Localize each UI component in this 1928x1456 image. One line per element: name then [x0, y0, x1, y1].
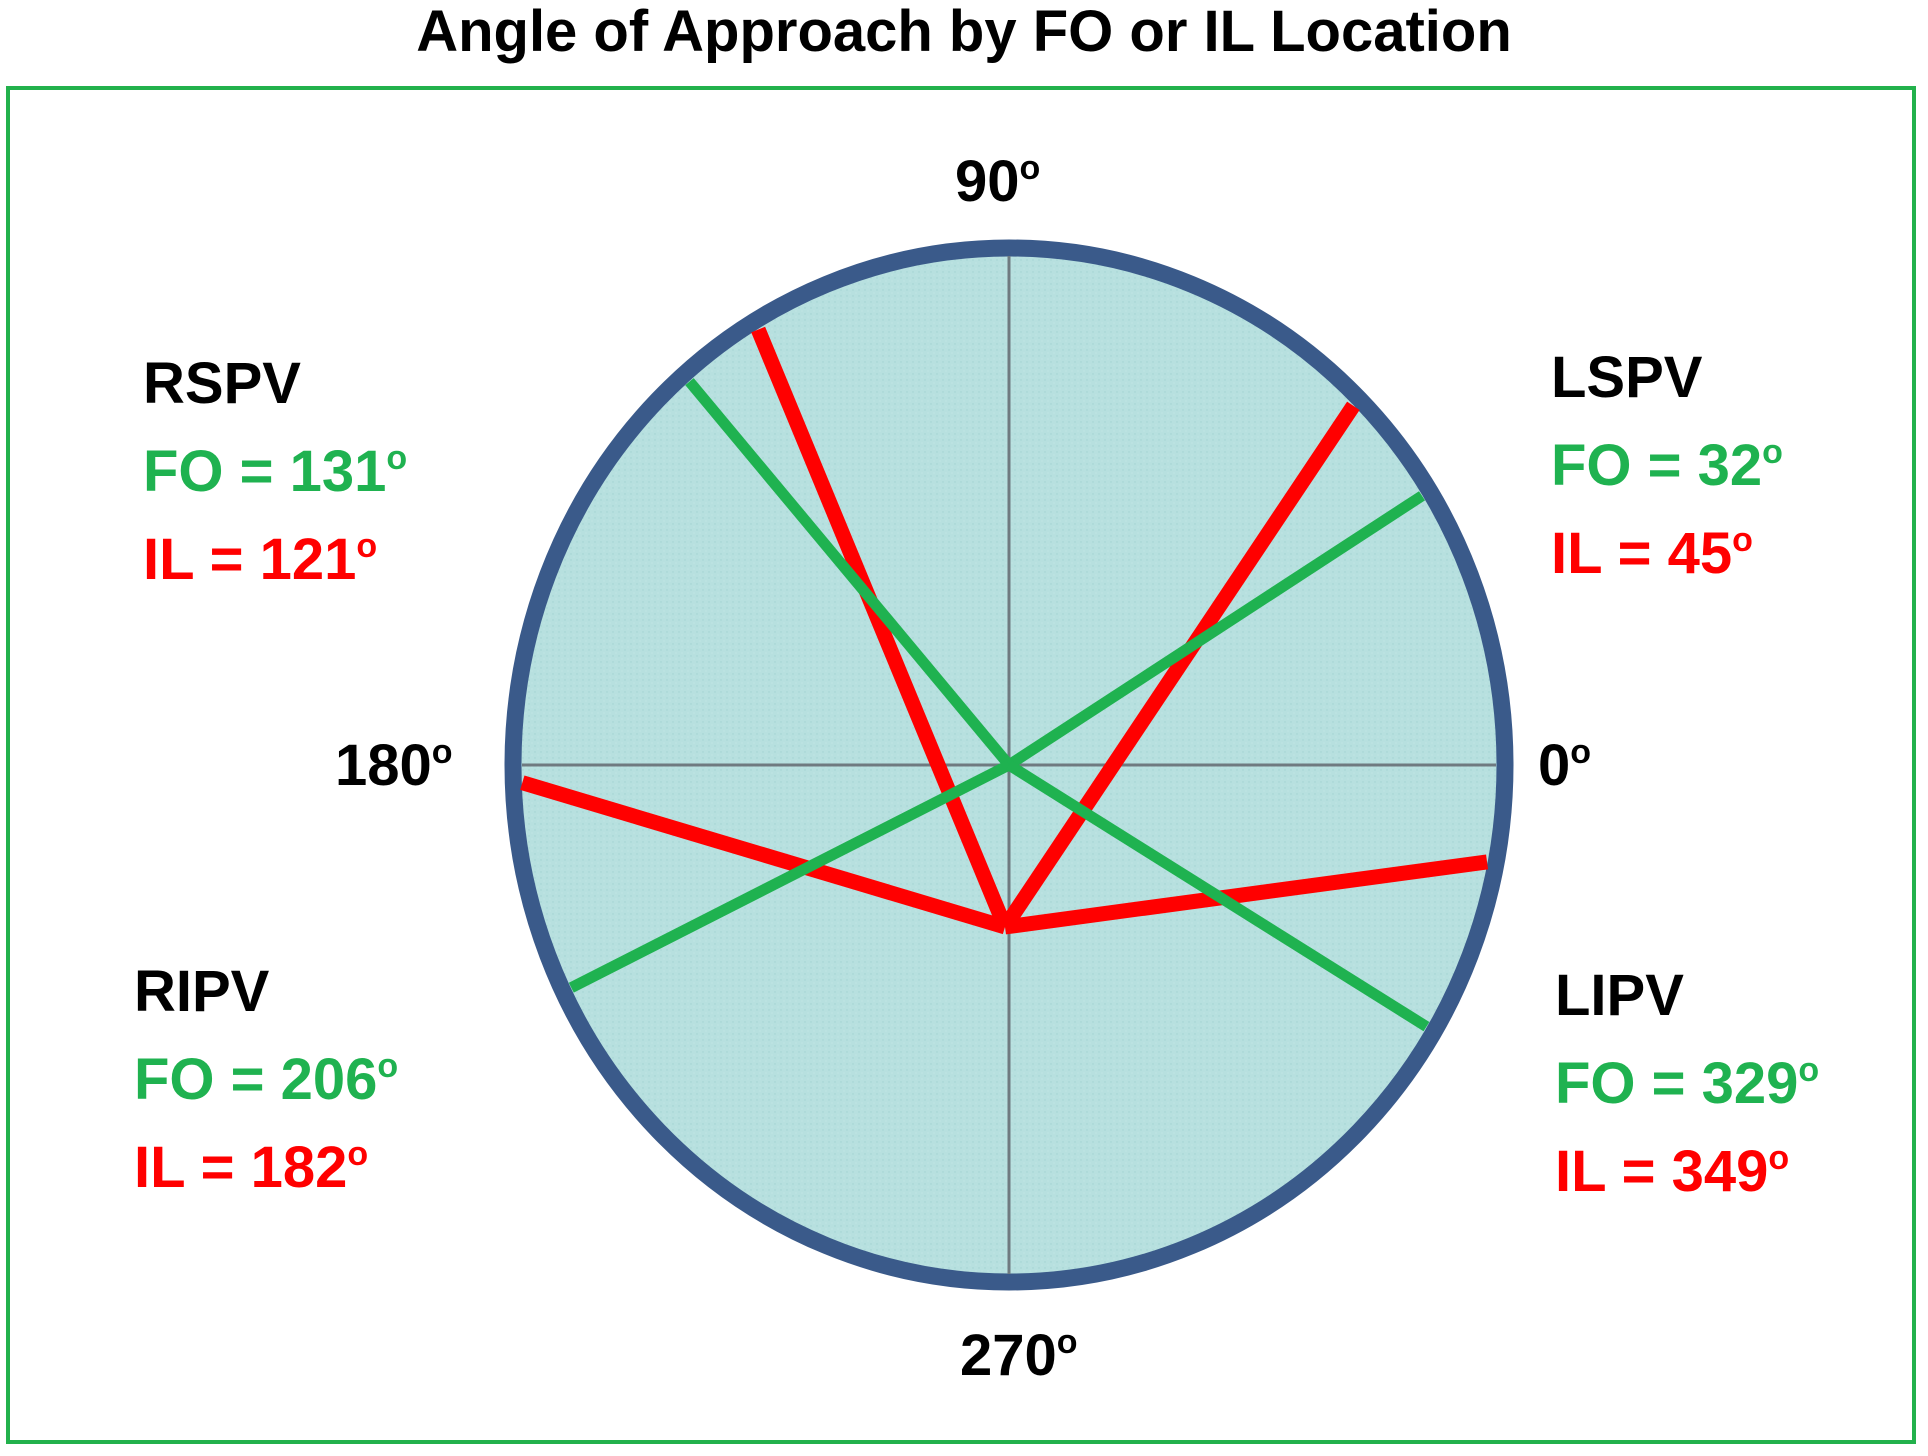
fo-angle-ripv: FO = 206o [134, 1047, 399, 1112]
vein-name-lspv: LSPV [1551, 345, 1703, 410]
fo-angle-lspv: FO = 32o [1551, 433, 1783, 498]
fo-line-lspv [1005, 491, 1426, 770]
vein-name-ripv: RIPV [134, 959, 270, 1024]
il-lines [520, 326, 1489, 935]
il-line-ripv [520, 775, 1008, 935]
fo-angle-lipv: FO = 329o [1555, 1051, 1820, 1116]
fo-line-ripv [568, 760, 1012, 993]
fo-lines [568, 378, 1430, 1032]
fo-line-rspv [685, 378, 1014, 769]
label-90-degrees: 90o [955, 149, 1041, 214]
label-270-degrees: 270o [960, 1323, 1078, 1388]
diagram-frame [6, 86, 1916, 1444]
label-0-degrees: 0o [1538, 733, 1592, 798]
il-angle-rspv: IL = 121o [143, 527, 378, 592]
il-angle-lipv: IL = 349o [1555, 1139, 1790, 1204]
vein-name-rspv: RSPV [143, 351, 301, 416]
diagram-title: Angle of Approach by FO or IL Location [416, 0, 1512, 64]
label-180-degrees: 180o [335, 733, 453, 798]
il-angle-lspv: IL = 45o [1551, 521, 1753, 586]
fo-angle-rspv: FO = 131o [143, 439, 408, 504]
il-line-lipv [1003, 854, 1489, 935]
il-line-lspv [998, 401, 1360, 932]
il-line-rspv [751, 326, 1012, 930]
vein-name-lipv: LIPV [1555, 963, 1684, 1028]
fo-line-lipv [1006, 760, 1430, 1032]
il-angle-ripv: IL = 182o [134, 1135, 369, 1200]
